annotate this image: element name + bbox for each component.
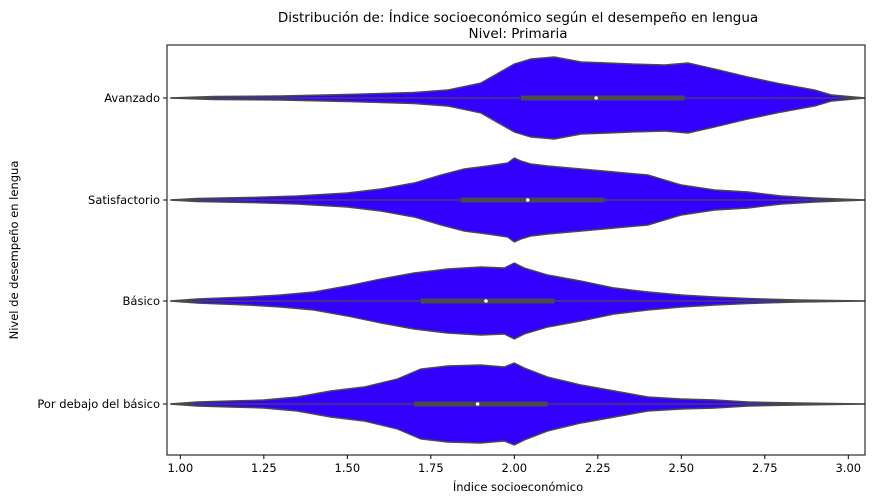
chart-title: Distribución de: Índice socioeconómico s… [278, 9, 758, 26]
x-axis: 1.00 1.25 1.50 1.75 2.00 2.25 2.50 2.75 3.00 [168, 455, 861, 475]
violins-layer [170, 56, 866, 446]
violin-2 [170, 262, 866, 340]
x-tick-label: 2.75 [752, 461, 778, 475]
plot-frame [166, 44, 866, 456]
y-axis: Avanzado Satisfactorio Básico Por debajo de… [37, 91, 167, 411]
x-tick-label: 1.50 [335, 461, 361, 475]
y-tick-label: Por debajo del básico [37, 397, 160, 411]
violin-median-point [484, 299, 488, 303]
x-tick-label: 1.00 [168, 461, 194, 475]
x-tick-label: 3.00 [835, 461, 861, 475]
y-tick-label: Básico [123, 294, 160, 308]
violin-iqr-box [414, 401, 548, 407]
chart-subtitle: Nivel: Primaria [469, 26, 568, 42]
x-tick-label: 2.00 [502, 461, 528, 475]
violin-1 [170, 157, 866, 243]
y-axis-label: Nivel de desempeño en lengua [7, 161, 21, 340]
violin-0 [170, 56, 866, 140]
x-axis-label: Índice socioeconómico [453, 479, 583, 494]
x-tick-label: 1.25 [251, 461, 277, 475]
y-tick-label: Avanzado [104, 91, 160, 105]
violin-iqr-box [460, 197, 605, 203]
violin-3 [170, 362, 866, 446]
x-tick-label: 1.75 [418, 461, 444, 475]
y-tick-label: Satisfactorio [88, 193, 160, 207]
x-tick-label: 2.25 [585, 461, 611, 475]
violin-median-point [525, 198, 530, 202]
violin-median-point [475, 402, 480, 406]
violin-iqr-box [521, 95, 685, 101]
x-tick-label: 2.50 [669, 461, 695, 475]
violin-median-point [594, 96, 598, 100]
